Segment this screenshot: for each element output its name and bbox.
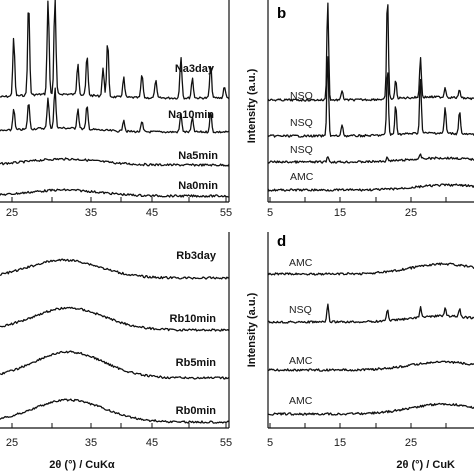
panel-b-tick-15: 15	[334, 207, 346, 219]
panel-c-x-title: 2θ (°) / CuKα	[49, 459, 115, 471]
trace-nsq-d	[267, 303, 474, 324]
trace-amc-d1	[267, 262, 474, 276]
panel-c-tick-55: 55	[220, 437, 232, 449]
trace-amc-d2	[267, 360, 474, 372]
panel-d-label: d	[277, 233, 286, 250]
series-label-nsq-d: NSQ	[289, 304, 312, 316]
trace-nsq-1	[267, 2, 474, 102]
series-label-amc-d2: AMC	[289, 355, 313, 367]
panel-c-tick-25: 25	[6, 437, 18, 449]
trace-rb0min	[0, 398, 230, 424]
trace-rb10min	[0, 306, 230, 332]
series-label-na0min: Na0min	[178, 180, 218, 192]
panel-b-label: b	[277, 5, 286, 22]
panel-a-tick-35: 35	[85, 207, 97, 219]
trace-rb5min	[0, 350, 230, 380]
panel-c: Rb3day Rb10min Rb5min Rb0min 25 35 45 55…	[0, 232, 232, 471]
trace-na3day	[0, 0, 230, 100]
panel-a-tick-25: 25	[6, 207, 18, 219]
trace-amc-d3	[267, 402, 474, 416]
panel-b-y-title: Intensity (a.u.)	[246, 68, 258, 143]
series-label-na3day: Na3day	[175, 63, 215, 75]
series-label-rb3day: Rb3day	[176, 250, 217, 262]
series-label-nsq-1: NSQ	[290, 90, 313, 102]
series-label-amc-d1: AMC	[289, 257, 313, 269]
panel-d-tick-15: 15	[334, 437, 346, 449]
panel-d-tick-5: 5	[267, 437, 273, 449]
panel-d-x-title: 2θ (°) / CuK	[396, 459, 455, 471]
series-label-rb0min: Rb0min	[176, 405, 217, 417]
panel-d-tick-25: 25	[405, 437, 417, 449]
panel-d: d Intensity (a.u.) AMC NSQ AMC AMC 5 15 …	[246, 232, 474, 471]
trace-nsq-2	[267, 56, 474, 138]
series-label-na5min: Na5min	[178, 150, 218, 162]
series-label-rb10min: Rb10min	[170, 313, 217, 325]
panel-b-tick-5: 5	[267, 207, 273, 219]
series-label-nsq-3: NSQ	[290, 144, 313, 156]
trace-nsq-3	[267, 153, 474, 164]
panel-c-tick-45: 45	[146, 437, 158, 449]
series-label-amc-d3: AMC	[289, 395, 313, 407]
series-label-nsq-2: NSQ	[290, 117, 313, 129]
trace-na10min	[0, 87, 230, 134]
series-label-rb5min: Rb5min	[176, 357, 217, 369]
trace-amc-b	[267, 183, 474, 192]
panel-b-tick-25: 25	[405, 207, 417, 219]
panel-a-tick-55: 55	[220, 207, 232, 219]
panel-c-tick-35: 35	[85, 437, 97, 449]
trace-na5min	[0, 157, 230, 167]
panel-b: b Intensity (a.u.) NSQ NSQ NSQ AMC 5 15 …	[246, 0, 474, 219]
panel-d-y-title: Intensity (a.u.)	[246, 292, 258, 367]
trace-na0min	[0, 188, 230, 198]
panel-a: Na3day Na10min Na5min Na0min 25 35 45 55	[0, 0, 232, 219]
trace-rb3day	[0, 258, 230, 280]
series-label-amc-b: AMC	[290, 171, 314, 183]
series-label-na10min: Na10min	[168, 109, 214, 121]
panel-a-tick-45: 45	[146, 207, 158, 219]
